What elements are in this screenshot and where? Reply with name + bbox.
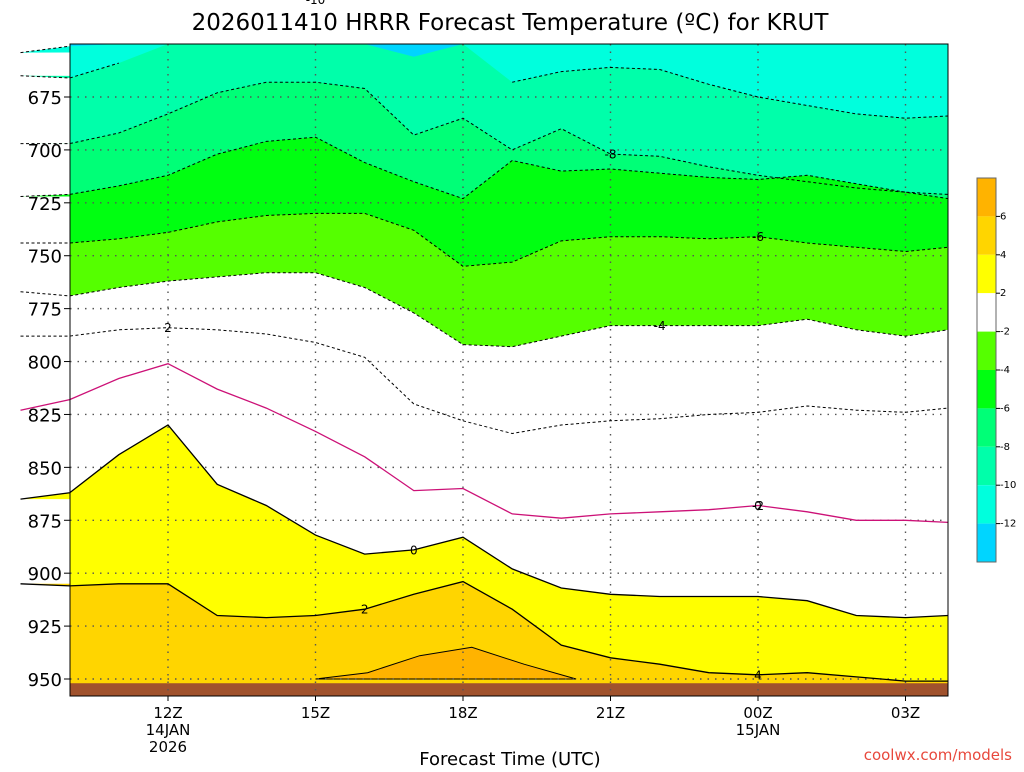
x-tick-label: 15Z — [301, 704, 330, 722]
x-tick-label: 21Z — [596, 704, 625, 722]
x-axis-label: Forecast Time (UTC) — [419, 749, 600, 768]
contour-line — [20, 62, 949, 119]
y-tick-label: 775 — [28, 300, 62, 321]
contour-line — [20, 580, 948, 682]
colorbar-label: -10 — [1000, 480, 1016, 491]
contour-label: -10 — [306, 0, 326, 7]
colorbar-label: -2 — [1000, 327, 1010, 338]
contour-label: 4 — [754, 668, 762, 682]
watermark-text: coolwx.com/models — [864, 746, 1012, 764]
ground-fill — [70, 683, 948, 696]
colorbar-swatch — [977, 178, 996, 217]
x-tick-label: 12Z — [153, 704, 182, 722]
colorbar-legend: 6 4 2 -2 -4 -6 -8 -10 -12 — [976, 177, 1016, 563]
y-tick-label: 750 — [28, 247, 62, 268]
colorbar-label: -4 — [1000, 365, 1010, 376]
contour-label: 0 — [410, 543, 418, 557]
y-tick-label: 875 — [28, 511, 62, 532]
y-tick-label: 925 — [28, 617, 62, 638]
colorbar-label: 4 — [1000, 250, 1006, 261]
contour-line — [20, 81, 949, 195]
colorbar-label: -6 — [1000, 403, 1010, 414]
colorbar-swatch — [977, 446, 996, 486]
colorbar-label: 2 — [1000, 288, 1006, 299]
colorbar-swatch — [977, 216, 996, 255]
y-tick-label: 850 — [28, 458, 62, 479]
contour-line — [20, 272, 949, 348]
colorbar-swatch — [977, 370, 996, 409]
colorbar-swatch — [977, 254, 996, 294]
contour-label: 0 — [754, 499, 762, 513]
x-tick-label: 00Z — [743, 704, 772, 722]
y-tick-label: 900 — [28, 564, 62, 585]
chart-title: 2026011410 HRRR Forecast Temperature (ºC… — [192, 10, 830, 36]
temperature-bands — [20, 44, 948, 696]
y-tick-label: 950 — [28, 670, 62, 691]
colorbar-swatch — [977, 331, 996, 370]
band-warm-pocket — [315, 646, 577, 680]
x-tick-label: 03Z — [891, 704, 920, 722]
contour-label: 2 — [164, 321, 172, 335]
contour-label: -8 — [605, 148, 617, 162]
x-tick-label: 14JAN — [146, 721, 191, 739]
contour-label: 2 — [361, 603, 369, 617]
x-tick-label: 2026 — [149, 738, 187, 756]
colorbar-label: -8 — [1000, 442, 1010, 453]
y-tick-label: 675 — [28, 88, 62, 109]
y-tick-label: 800 — [28, 353, 62, 374]
contour-line — [20, 212, 949, 267]
contour-line — [20, 327, 949, 435]
contour-line — [20, 363, 949, 524]
contour-label: -4 — [654, 319, 666, 333]
y-tick-label: 825 — [28, 405, 62, 426]
band-fill-9 — [20, 581, 948, 696]
colorbar-swatch — [977, 408, 996, 447]
plot-frame — [69, 43, 949, 697]
y-tick-label: 725 — [28, 194, 62, 215]
colorbar-label: 6 — [1000, 211, 1006, 222]
contour-line — [20, 424, 949, 619]
plot-border — [69, 43, 949, 697]
colorbar-swatch — [977, 523, 996, 562]
colorbar-swatch — [977, 293, 996, 332]
ground-layer — [70, 683, 948, 696]
y-tick-label: 700 — [28, 141, 62, 162]
contour-label: -6 — [752, 230, 764, 244]
contour-label: -2 — [752, 499, 764, 513]
x-tick-label: 18Z — [448, 704, 477, 722]
x-tick-label: 15JAN — [736, 721, 781, 739]
colorbar-swatch — [977, 485, 996, 524]
colorbar-label: -12 — [1000, 519, 1016, 530]
y-axis: 675 700 725 750 775 800 825 850 875 900 925 950 — [28, 88, 70, 691]
